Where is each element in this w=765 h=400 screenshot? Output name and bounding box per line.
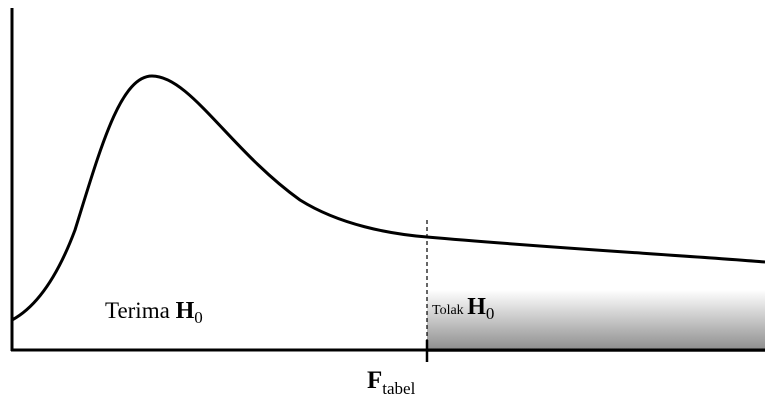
density-curve xyxy=(11,74,765,322)
rejection-region xyxy=(427,290,765,352)
accept-label: Terima H0 xyxy=(105,298,203,327)
reject-label: Tolak H0 xyxy=(432,294,494,323)
critical-label: Ftabel xyxy=(367,367,416,398)
